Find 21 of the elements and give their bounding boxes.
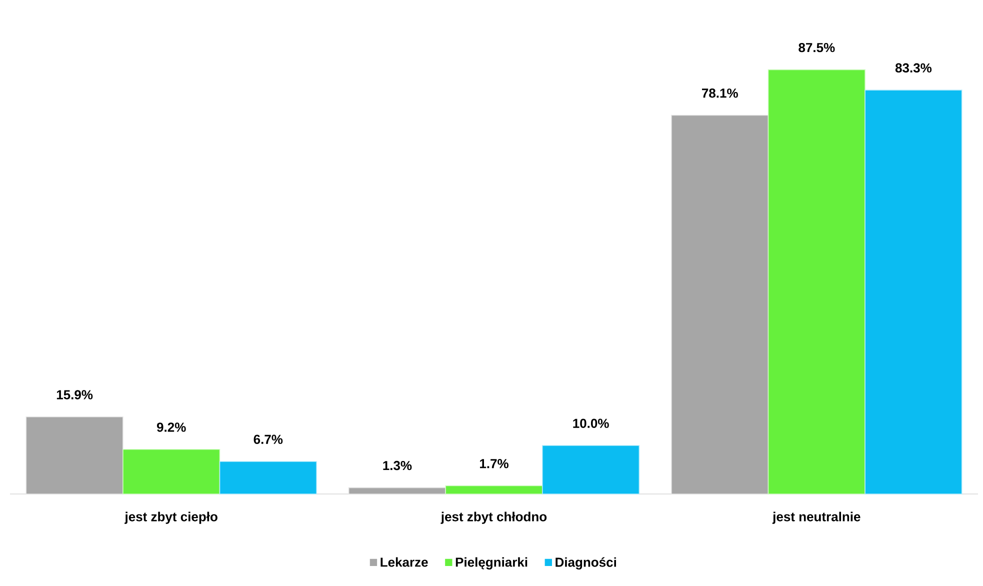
bar <box>542 445 640 494</box>
bar <box>445 485 543 494</box>
bar <box>864 90 962 494</box>
legend-label: Lekarze <box>380 557 428 567</box>
x-tick-label: jest neutralnie <box>772 512 860 524</box>
x-tick-label: jest zbyt chłodno <box>440 512 547 524</box>
legend-label: Pielęgniarki <box>456 557 528 570</box>
data-label: 6.7% <box>254 434 283 444</box>
bar <box>768 69 866 494</box>
data-label: 9.2% <box>156 422 186 432</box>
data-label: 87.5% <box>798 42 835 52</box>
data-label: 1.3% <box>383 460 412 470</box>
data-label: 1.7% <box>480 459 508 468</box>
data-label: 78.1% <box>702 88 738 98</box>
x-tick-label: jest zbyt ciepło <box>124 512 218 524</box>
data-label: 15.9% <box>56 390 93 400</box>
data-label: 10.0% <box>573 418 609 428</box>
legend-label: Diagności <box>556 557 616 570</box>
bar <box>219 461 317 494</box>
data-label: 83.3% <box>895 63 932 73</box>
bar <box>122 448 220 494</box>
